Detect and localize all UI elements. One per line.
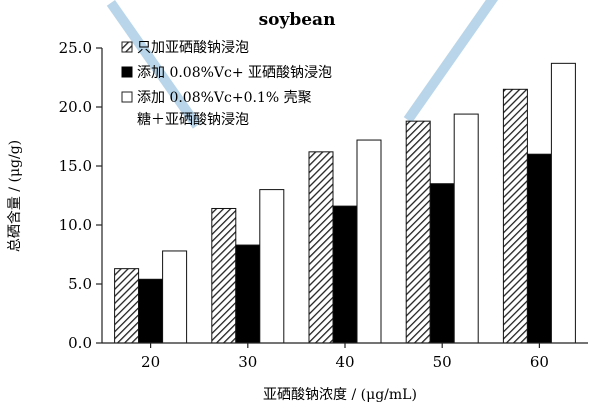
bar-empty-60 [550, 62, 576, 344]
legend-label-1: 只加亚硒酸钠浸泡 [137, 40, 249, 56]
legend: 只加亚硒酸钠浸泡 添加 0.08%Vc+ 亚硒酸钠浸泡 添加 0.08%Vc+0… [121, 40, 332, 128]
y-tick-label: 10.0 [59, 216, 92, 234]
y-ticks-group: 0.0 5.0 10.0 15.0 20.0 25.0 [59, 39, 102, 352]
bar-empty-20 [162, 250, 188, 344]
chart-title: soybean [259, 10, 336, 30]
x-tick-label: 40 [335, 353, 354, 371]
x-tick-label: 60 [530, 353, 549, 371]
bar-empty-50 [453, 113, 479, 344]
legend-label-3b: 糖＋亚硒酸钠浸泡 [137, 112, 249, 128]
bars-group [114, 62, 576, 344]
bar-solid-50 [429, 183, 455, 344]
x-tick-label: 30 [238, 353, 257, 371]
legend-label-2: 添加 0.08%Vc+ 亚硒酸钠浸泡 [137, 65, 332, 81]
bar-empty-30 [259, 189, 285, 344]
bar-hatch-40 [308, 151, 334, 344]
bar-hatch-60 [502, 88, 528, 344]
bar-solid-40 [332, 205, 358, 344]
bar-hatch-30 [211, 207, 237, 344]
y-tick-label: 20.0 [59, 98, 92, 116]
x-ticks-group: 20 30 40 50 60 [141, 343, 549, 371]
legend-swatch-hatch [121, 41, 133, 53]
bar-solid-20 [138, 278, 164, 344]
bar-solid-30 [235, 244, 261, 344]
legend-swatch-empty [121, 91, 133, 103]
legend-label-3a: 添加 0.08%Vc+0.1% 壳聚 [137, 89, 312, 106]
bar-solid-60 [526, 153, 552, 344]
x-tick-label: 50 [433, 353, 452, 371]
y-tick-label: 0.0 [68, 334, 92, 352]
x-axis-label: 亚硒酸钠浓度 / (μg/mL) [263, 387, 417, 403]
legend-swatch-solid [121, 66, 133, 78]
y-tick-label: 25.0 [59, 39, 92, 57]
y-axis-label: 总硒含量 / (μg/g) [7, 140, 23, 252]
bar-hatch-20 [114, 268, 140, 344]
x-tick-label: 20 [141, 353, 160, 371]
y-tick-label: 5.0 [68, 275, 92, 293]
bar-hatch-50 [405, 120, 431, 344]
bar-empty-40 [356, 139, 382, 344]
y-tick-label: 15.0 [59, 157, 92, 175]
